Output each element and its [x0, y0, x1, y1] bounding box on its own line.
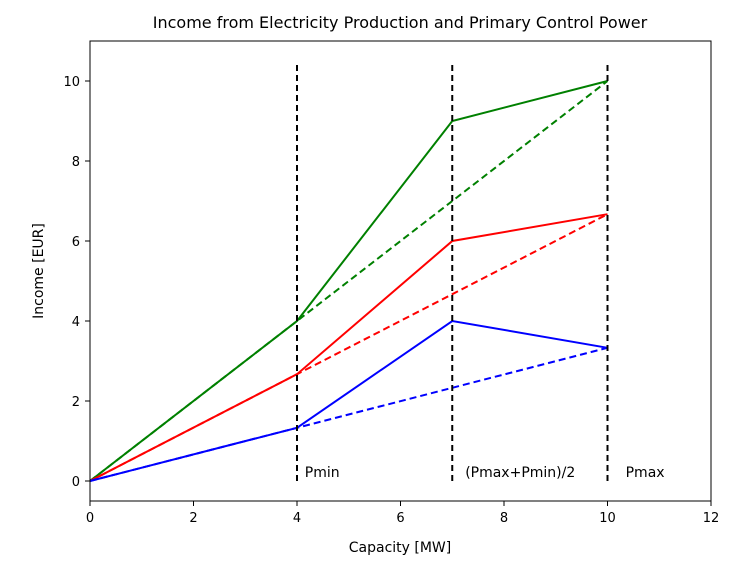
y-tick-label: 6	[72, 235, 80, 250]
series-line-0	[89, 80, 608, 482]
x-tick-label: 8	[500, 511, 508, 526]
y-tick-label: 8	[72, 155, 80, 170]
y-tick-label: 0	[72, 475, 80, 490]
y-tick-label: 2	[72, 395, 80, 410]
series-line-3	[89, 213, 608, 482]
x-tick-label: 10	[599, 511, 616, 526]
x-tick-label: 2	[189, 511, 197, 526]
series-line-4	[89, 319, 608, 482]
x-axis-label: Capacity [MW]	[349, 540, 451, 556]
x-tick-label: 12	[703, 511, 720, 526]
series-line-1	[89, 80, 609, 482]
x-tick-label: 6	[396, 511, 404, 526]
chart-title: Income from Electricity Production and P…	[153, 13, 648, 32]
series-line-5	[89, 346, 608, 482]
annotation-label: Pmax	[626, 465, 665, 481]
y-axis-label: Income [EUR]	[31, 223, 47, 319]
annotation-label: Pmin	[305, 465, 340, 481]
y-tick-label: 4	[72, 315, 80, 330]
x-tick-label: 4	[293, 511, 301, 526]
annotation-label: (Pmax+Pmin)/2	[465, 465, 575, 481]
x-tick-label: 0	[86, 511, 94, 526]
y-tick-label: 10	[63, 75, 80, 90]
